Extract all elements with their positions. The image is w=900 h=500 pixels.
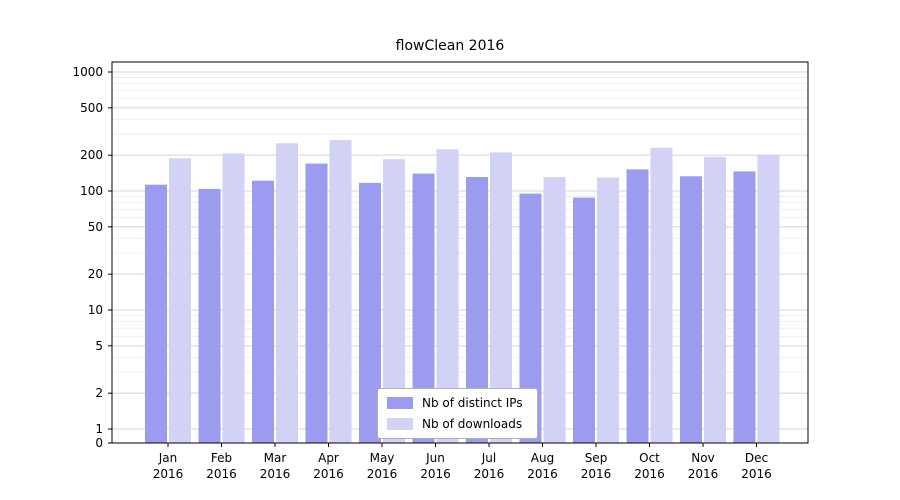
- y-tick-label-0: 0: [95, 436, 103, 450]
- bar-distinct-ips-apr: [305, 163, 328, 443]
- bar-downloads-feb: [222, 153, 245, 443]
- bar-downloads-jun: [436, 149, 459, 443]
- plot-border: [111, 61, 809, 444]
- bar-downloads-oct: [650, 147, 673, 444]
- bar-distinct-ips-sep: [573, 197, 595, 443]
- bar-distinct-ips-feb: [198, 188, 221, 443]
- x-tick-label-aug: Aug 2016: [527, 451, 558, 481]
- x-tick-label-jul: Jul 2016: [474, 451, 505, 481]
- y-tick-label-50: 50: [88, 220, 103, 234]
- legend-swatch-distinct-ips: [387, 397, 413, 409]
- x-tick-label-sep: Sep 2016: [581, 451, 612, 481]
- y-tick-label-5: 5: [95, 339, 103, 353]
- x-tick-label-apr: Apr 2016: [313, 451, 344, 481]
- bar-distinct-ips-nov: [680, 176, 702, 443]
- bar-downloads-jan: [169, 158, 191, 443]
- bar-distinct-ips-oct: [626, 169, 649, 444]
- x-tick-label-oct: Oct 2016: [634, 451, 665, 481]
- bar-distinct-ips-jan: [145, 184, 167, 444]
- bar-distinct-ips-aug: [519, 193, 542, 443]
- x-tick-label-jan: Jan 2016: [153, 451, 184, 481]
- legend: Nb of distinct IPs Nb of downloads: [377, 388, 538, 439]
- y-tick-label-1000: 1000: [72, 65, 103, 79]
- y-tick-label-20: 20: [88, 267, 103, 281]
- bar-distinct-ips-mar: [252, 180, 274, 443]
- bar-downloads-apr: [329, 140, 352, 444]
- bar-downloads-nov: [704, 156, 726, 443]
- y-tick-label-10: 10: [88, 303, 103, 317]
- legend-item-downloads: Nb of downloads: [387, 417, 523, 431]
- bar-distinct-ips-jul: [466, 177, 488, 443]
- bar-distinct-ips-jun: [412, 173, 435, 443]
- y-tick-label-200: 200: [80, 148, 103, 162]
- y-tick-label-2: 2: [95, 386, 103, 400]
- bar-downloads-aug: [543, 177, 566, 443]
- y-tick-label-500: 500: [80, 101, 103, 115]
- x-tick-label-jun: Jun 2016: [420, 451, 451, 481]
- bar-downloads-jul: [490, 152, 512, 443]
- x-tick-label-may: May 2016: [367, 451, 398, 481]
- legend-label-downloads: Nb of downloads: [422, 417, 523, 431]
- bar-downloads-dec: [757, 155, 780, 444]
- bar-distinct-ips-may: [359, 182, 381, 444]
- x-tick-label-feb: Feb 2016: [206, 451, 237, 481]
- bar-downloads-mar: [276, 143, 298, 443]
- x-tick-label-dec: Dec 2016: [741, 451, 772, 481]
- y-tick-label-1: 1: [95, 422, 103, 436]
- legend-swatch-downloads: [387, 418, 413, 430]
- legend-item-distinct-ips: Nb of distinct IPs: [387, 396, 523, 410]
- x-tick-label-nov: Nov 2016: [688, 451, 719, 481]
- x-tick-label-mar: Mar 2016: [260, 451, 291, 481]
- bar-downloads-may: [383, 159, 405, 444]
- y-tick-label-100: 100: [80, 184, 103, 198]
- bar-distinct-ips-dec: [733, 171, 756, 443]
- chart-title: flowClean 2016: [395, 38, 505, 54]
- legend-label-distinct-ips: Nb of distinct IPs: [422, 396, 523, 410]
- bar-downloads-sep: [597, 177, 619, 443]
